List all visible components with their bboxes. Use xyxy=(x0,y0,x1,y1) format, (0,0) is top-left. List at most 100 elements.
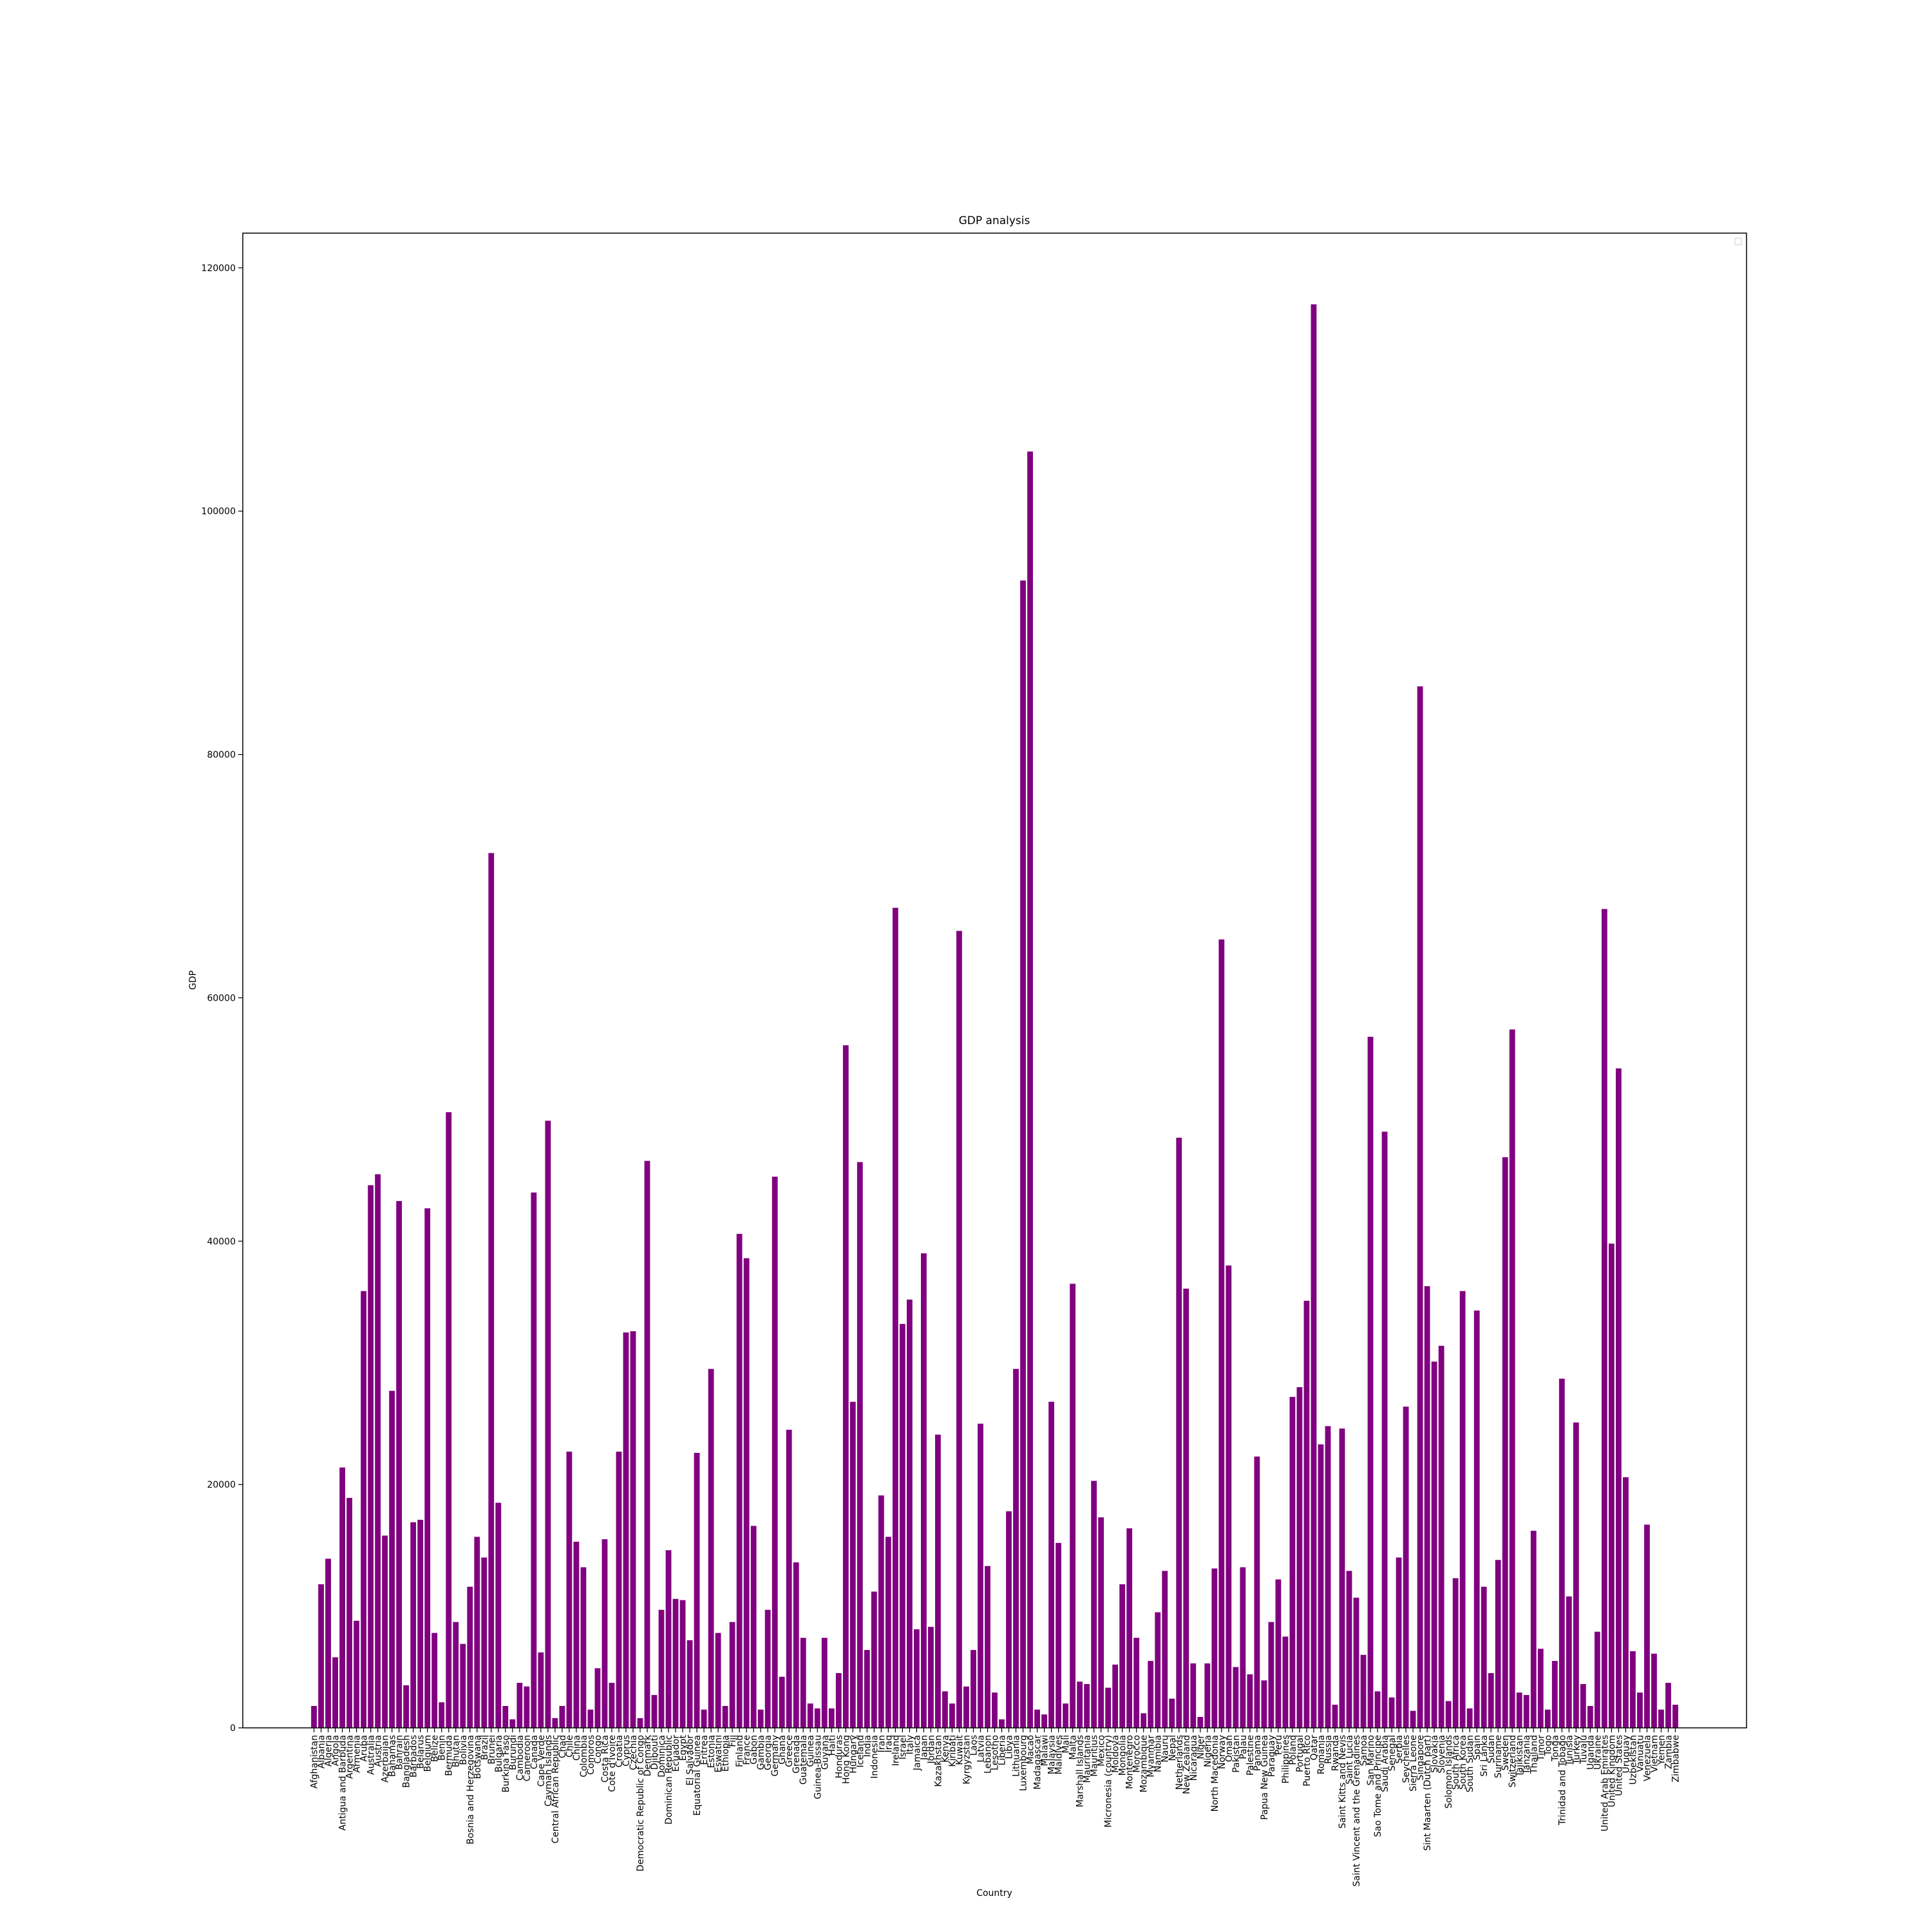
x-tick-label: India xyxy=(862,1735,873,1757)
x-tick-label: Pakistan xyxy=(1231,1735,1242,1773)
bar xyxy=(382,1535,388,1728)
bar xyxy=(736,1233,743,1728)
x-tick-label: Chad xyxy=(558,1735,568,1758)
x-tick-label: Sri Lanka xyxy=(1479,1735,1490,1777)
x-tick-label: Rwanda xyxy=(1331,1735,1341,1771)
bar xyxy=(609,1683,615,1728)
y-tick-label: 100000 xyxy=(202,507,236,517)
x-tick-label: Denmark xyxy=(643,1734,653,1776)
bar xyxy=(1587,1705,1593,1728)
bar xyxy=(1339,1428,1345,1728)
bar xyxy=(1615,1068,1622,1728)
x-tick-label: Kenya xyxy=(940,1735,951,1763)
bar xyxy=(346,1497,352,1728)
bar xyxy=(956,931,962,1728)
bar xyxy=(1006,1511,1012,1728)
x-tick-label: Colombia xyxy=(579,1735,589,1777)
x-tick-label: Burundi xyxy=(508,1735,518,1770)
bar xyxy=(332,1657,338,1728)
bar xyxy=(949,1703,955,1728)
x-tick-label: Guinea xyxy=(806,1735,816,1767)
x-tick-label: Iraq xyxy=(884,1735,894,1752)
bar xyxy=(1410,1710,1416,1728)
bar xyxy=(1488,1672,1494,1728)
bar xyxy=(1332,1705,1338,1728)
x-tick-label: Tanzania xyxy=(1522,1735,1532,1775)
bar xyxy=(1651,1653,1657,1728)
x-tick-label: Macao xyxy=(1026,1735,1036,1765)
bar xyxy=(821,1638,828,1728)
bar xyxy=(516,1683,523,1728)
bar xyxy=(672,1598,679,1728)
x-tick-label: Nepal xyxy=(1168,1735,1178,1761)
bar xyxy=(439,1702,445,1728)
x-tick-label: Estonia xyxy=(706,1735,717,1768)
bar xyxy=(1594,1631,1600,1728)
bar xyxy=(474,1537,480,1728)
bar xyxy=(545,1121,551,1728)
x-tick-label: Burkina Faso xyxy=(501,1735,511,1792)
x-tick-label: Samoa xyxy=(1359,1735,1369,1766)
x-tick-label: Qatar xyxy=(1309,1735,1320,1761)
bar xyxy=(1346,1571,1352,1728)
bar xyxy=(864,1650,870,1728)
bar xyxy=(1311,304,1317,1728)
x-tick-label: Malawi xyxy=(1040,1735,1050,1766)
x-tick-label: Libya xyxy=(1005,1735,1015,1759)
x-tick-label: Peru xyxy=(1274,1735,1284,1755)
x-tick-label: Bermuda xyxy=(444,1735,455,1776)
x-tick-label: Laos xyxy=(969,1735,979,1756)
x-tick-label: China xyxy=(572,1735,582,1761)
x-tick-label: New Zealand xyxy=(1182,1735,1192,1794)
bar xyxy=(992,1692,998,1728)
bar xyxy=(1289,1397,1296,1728)
x-tick-label: Serbia xyxy=(1394,1735,1405,1764)
x-tick-label: Kiribati xyxy=(947,1735,958,1767)
x-tick-label: Panama xyxy=(1253,1735,1263,1771)
x-tick-label: Cambodia xyxy=(515,1735,526,1781)
bar xyxy=(1226,1265,1232,1728)
bar xyxy=(899,1323,905,1728)
x-tick-label: Netherlands xyxy=(1175,1735,1185,1790)
x-tick-label: Sweden xyxy=(1501,1735,1511,1770)
bar xyxy=(1601,909,1607,1728)
x-tick-label: Bulgaria xyxy=(494,1735,504,1772)
x-tick-label: Bhutan xyxy=(451,1735,462,1767)
x-tick-label: Hong Kong xyxy=(841,1735,851,1784)
x-tick-label: Ecuador xyxy=(671,1735,681,1772)
x-tick-label: Saint Vincent and the Grenadines xyxy=(1352,1735,1362,1886)
bar xyxy=(1183,1288,1189,1728)
x-tick-label: Honduras xyxy=(834,1735,844,1778)
y-tick-label: 120000 xyxy=(202,263,236,274)
bar xyxy=(1360,1654,1367,1728)
bar xyxy=(509,1719,516,1728)
x-tick-label: Italy xyxy=(905,1735,915,1754)
bar xyxy=(935,1434,941,1728)
x-tick-label: Nicaragua xyxy=(1189,1735,1199,1781)
x-axis-label: Country xyxy=(976,1888,1012,1899)
bar xyxy=(1197,1716,1204,1728)
x-tick-label: Liberia xyxy=(998,1735,1008,1765)
bar xyxy=(1233,1667,1239,1728)
bar xyxy=(658,1609,665,1728)
bar xyxy=(1077,1681,1083,1728)
bar xyxy=(1275,1579,1282,1728)
bar xyxy=(1417,686,1423,1728)
bar xyxy=(1523,1694,1530,1728)
x-tick-label: Ireland xyxy=(891,1735,901,1766)
x-tick-label: Lebanon xyxy=(983,1735,993,1774)
x-tick-label: Palau xyxy=(1238,1735,1249,1759)
x-tick-label: Mongolia xyxy=(1118,1735,1128,1776)
bar xyxy=(849,1401,856,1728)
bar xyxy=(587,1709,594,1728)
bar xyxy=(566,1452,573,1728)
x-tick-label: Cayman Islands xyxy=(544,1735,554,1806)
bar xyxy=(978,1423,983,1728)
x-tick-label: Brazil xyxy=(480,1735,490,1760)
bar xyxy=(311,1705,317,1728)
x-tick-label: Uganda xyxy=(1586,1735,1596,1770)
bar xyxy=(1063,1703,1069,1728)
x-tick-label: Senegal xyxy=(1387,1735,1397,1771)
x-tick-label: Botswana xyxy=(473,1735,483,1779)
x-tick-label: Madagascar xyxy=(1033,1735,1043,1790)
